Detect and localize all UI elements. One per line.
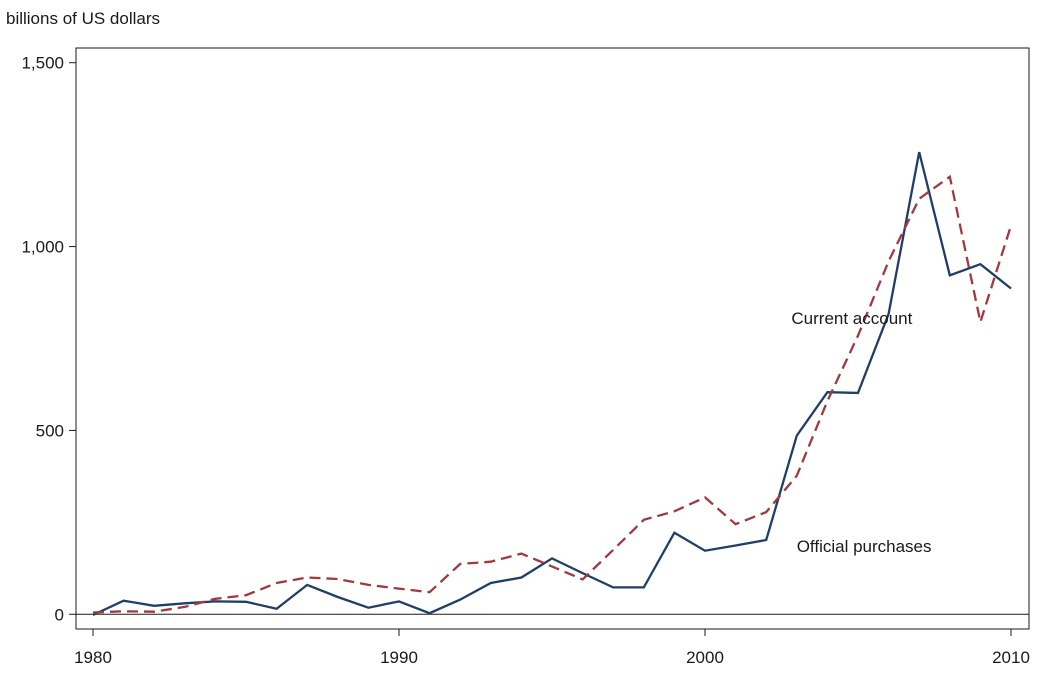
- series-label-current-account: Current account: [791, 309, 912, 328]
- y-tick-label: 0: [55, 605, 64, 624]
- series-layer: [92, 151, 1013, 617]
- x-tick-label: 2000: [686, 648, 724, 667]
- y-axis-unit-label: billions of US dollars: [6, 9, 161, 28]
- y-tick-label: 1,500: [21, 54, 64, 73]
- annotation-layer: Current account Official purchases: [791, 309, 931, 556]
- plot-frame: [75, 47, 1030, 630]
- y-tick-label: 1,000: [21, 238, 64, 257]
- x-tick-label: 1980: [74, 648, 112, 667]
- axes: 0 500 1,000 1,500 1980 1990 2000 2010: [21, 54, 1029, 667]
- y-tick-label: 500: [36, 421, 64, 440]
- series-line-current-account: [92, 174, 1013, 614]
- series-label-official-purchases: Official purchases: [797, 537, 932, 556]
- series-line-official-purchases: [92, 151, 1012, 617]
- x-tick-label: 1990: [380, 648, 418, 667]
- x-tick-label: 2010: [992, 648, 1030, 667]
